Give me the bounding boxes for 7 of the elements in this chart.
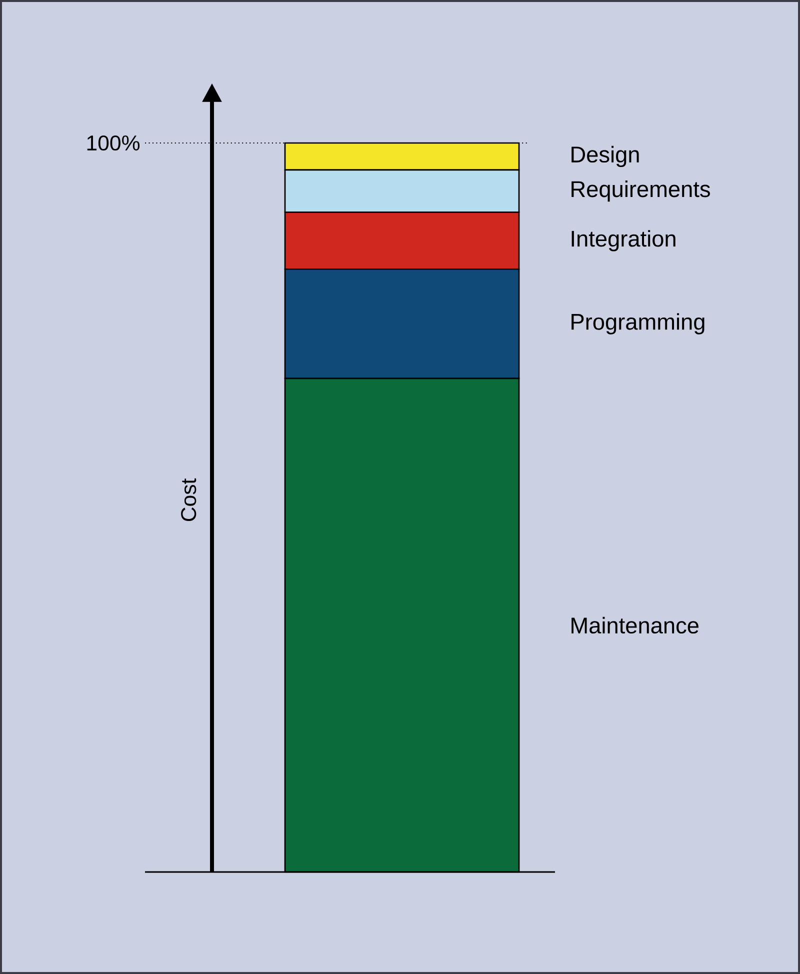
- text: Design: [572, 146, 639, 168]
- y-axis-title: Cost: [181, 478, 196, 522]
- text: Maintenance: [572, 616, 698, 634]
- ref-line-label: 100%: [87, 135, 140, 151]
- text: Requirements: [572, 180, 710, 202]
- text: Integration: [572, 230, 676, 252]
- text: Programming: [572, 313, 704, 334]
